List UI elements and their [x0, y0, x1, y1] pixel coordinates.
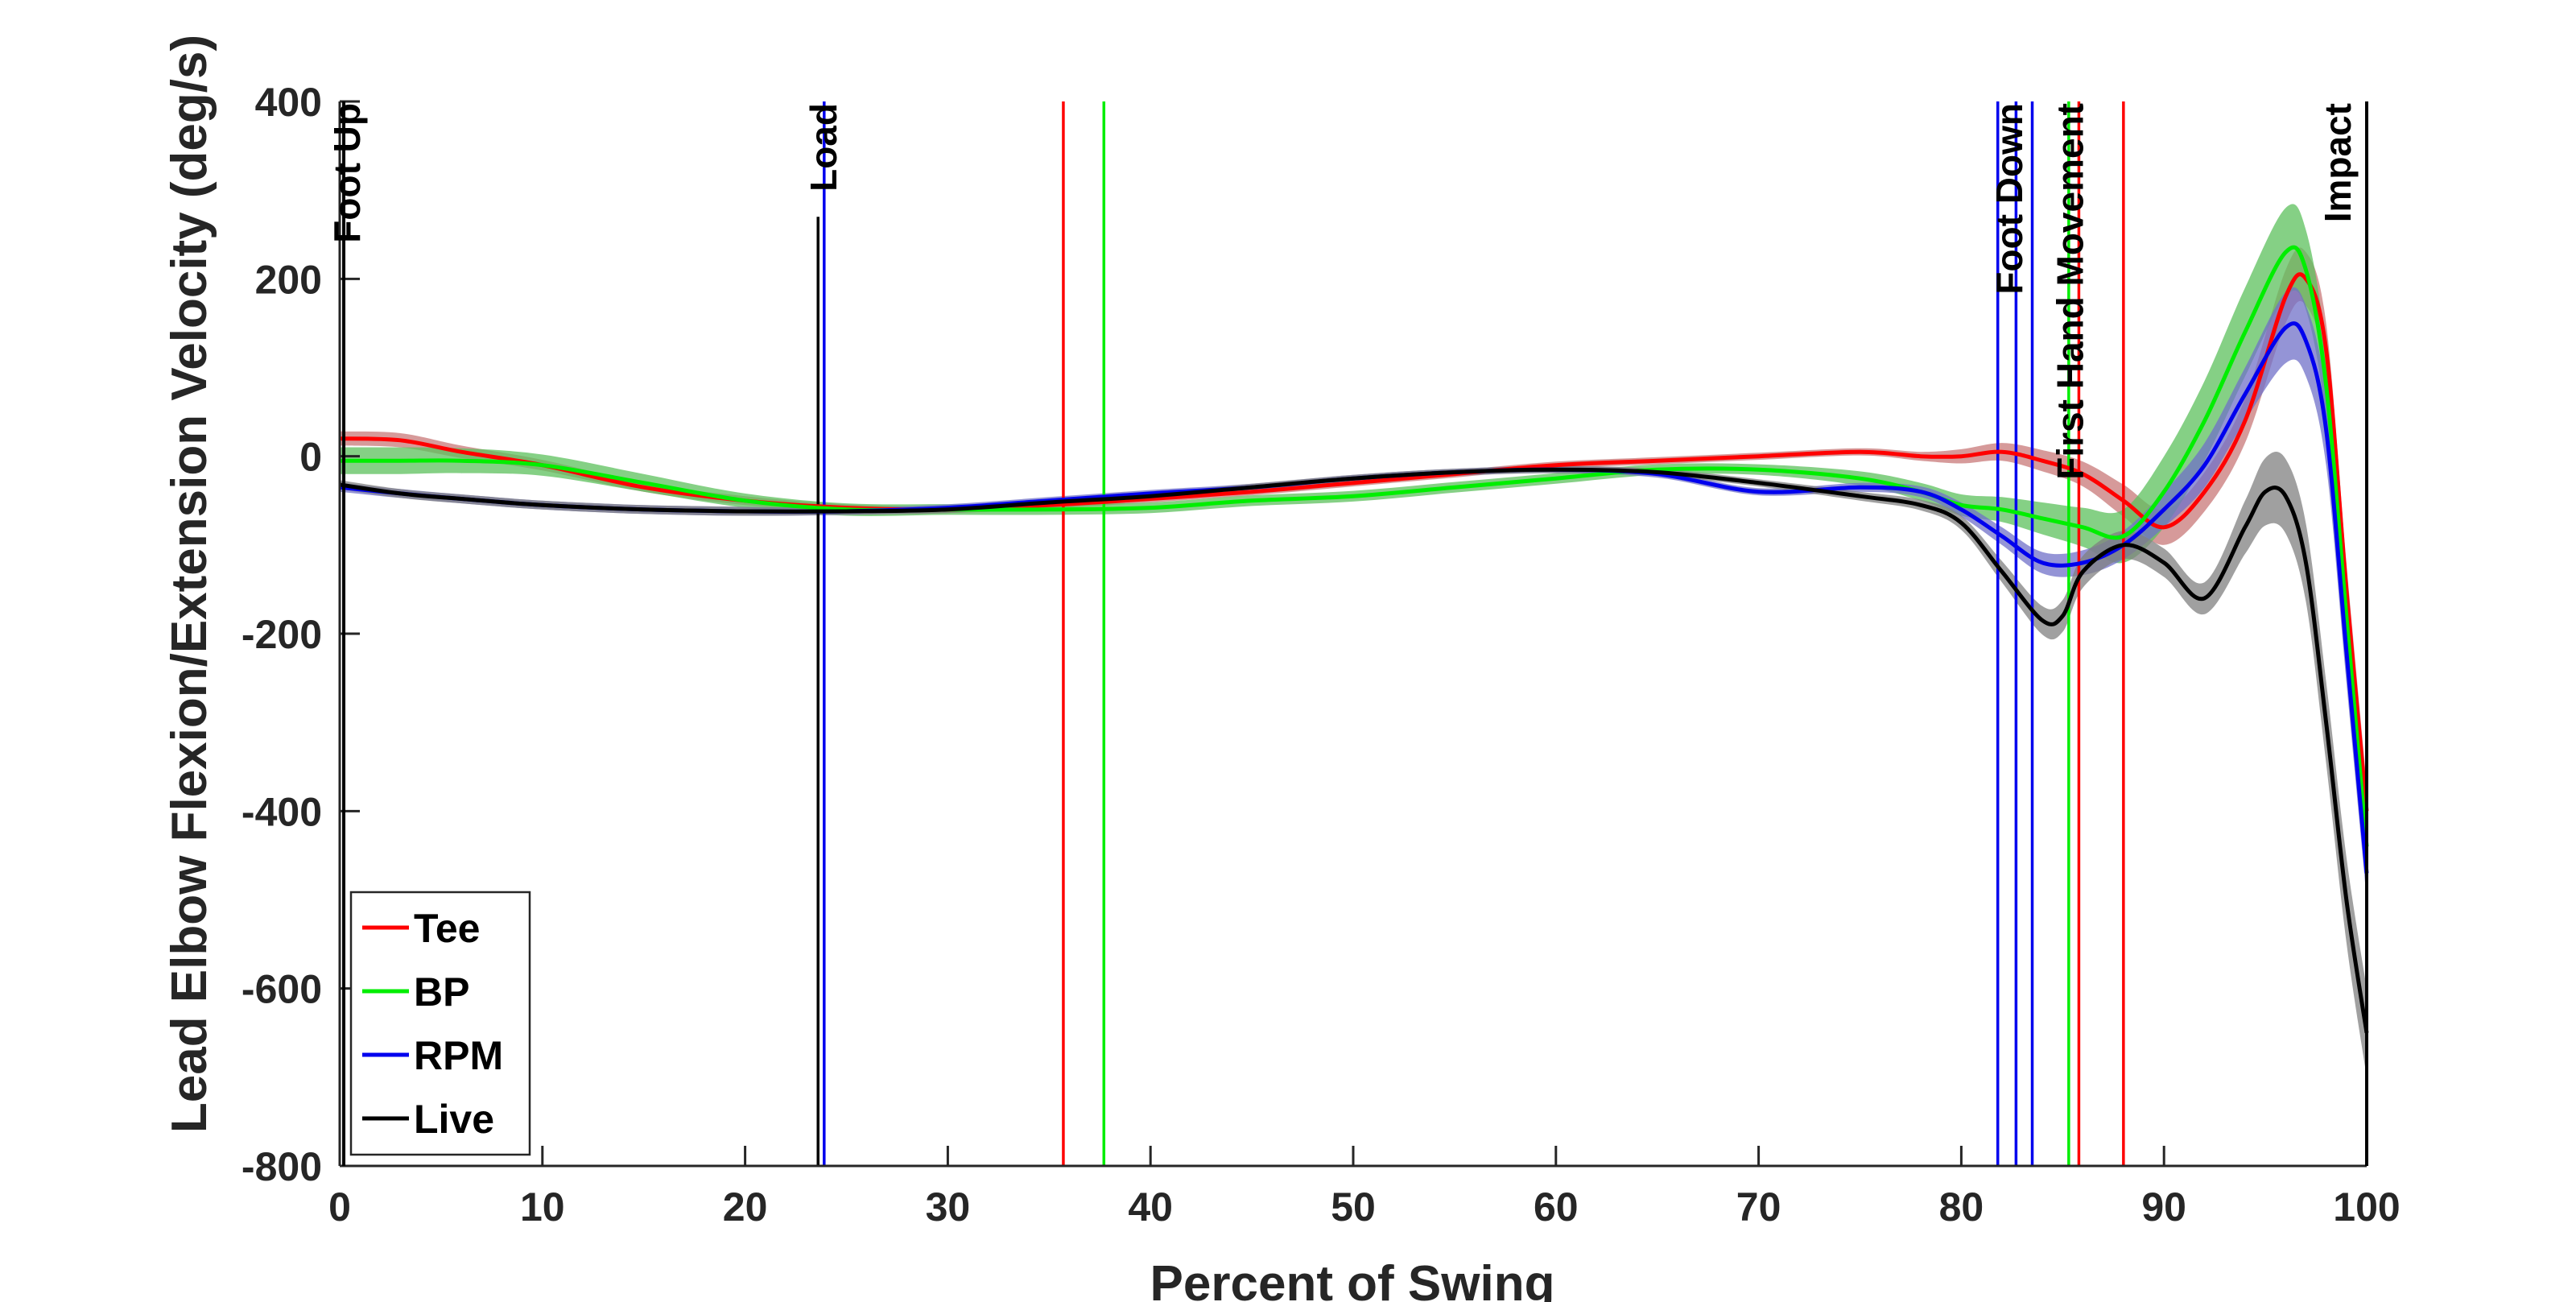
x-tick-label: 10: [520, 1184, 565, 1230]
event-label-load: Load: [803, 103, 844, 192]
series-lines: [339, 245, 2369, 1034]
y-tick-label: 400: [255, 80, 322, 125]
x-tick-label: 40: [1128, 1184, 1173, 1230]
legend-label-rpm: RPM: [414, 1033, 503, 1078]
y-tick-label: -200: [242, 612, 322, 657]
legend-box: [349, 891, 531, 1156]
x-axis-label: Percent of Swing: [1150, 1256, 1555, 1302]
y-tick-label: -600: [242, 967, 322, 1012]
x-tick-label: 60: [1534, 1184, 1579, 1230]
event-labels: Foot Up Load Foot Down First Hand Movement I…: [326, 101, 2368, 1166]
y-tick-label: 0: [299, 435, 322, 480]
band-live: [340, 452, 2367, 1077]
x-tick-label: 100: [2333, 1184, 2400, 1230]
series-line-live: [339, 467, 2369, 1034]
event-label-foot-down: Foot Down: [1988, 103, 2030, 295]
axes: 0 10 20 30 40 50 60 70 80 90 100 -800 -600 -400 -200 0 2…: [242, 80, 2401, 1230]
series-line-bp: [340, 245, 2369, 847]
y-tick-label: -400: [242, 789, 322, 834]
x-tick-label: 90: [2141, 1184, 2186, 1230]
event-label-first-hand-movement: First Hand Movement: [2049, 103, 2091, 480]
legend: Tee BP RPM Live: [349, 891, 531, 1156]
x-tick-label: 20: [723, 1184, 768, 1230]
event-lines: [816, 101, 2368, 1166]
x-tick-label: 0: [328, 1184, 351, 1230]
event-label-impact: Impact: [2317, 103, 2359, 222]
event-label-foot-up: Foot Up: [326, 103, 368, 243]
x-tick-label: 70: [1736, 1184, 1781, 1230]
y-tick-label: 200: [255, 257, 322, 302]
x-tick-label: 50: [1331, 1184, 1376, 1230]
legend-label-live: Live: [414, 1097, 494, 1142]
y-tick-label: -800: [242, 1144, 322, 1189]
legend-label-tee: Tee: [414, 906, 480, 951]
y-axis-label: Lead Elbow Flexion/Extension Velocity (d…: [162, 35, 217, 1133]
legend-label-bp: BP: [414, 969, 469, 1015]
x-tick-label: 30: [926, 1184, 971, 1230]
x-tick-label: 80: [1939, 1184, 1984, 1230]
